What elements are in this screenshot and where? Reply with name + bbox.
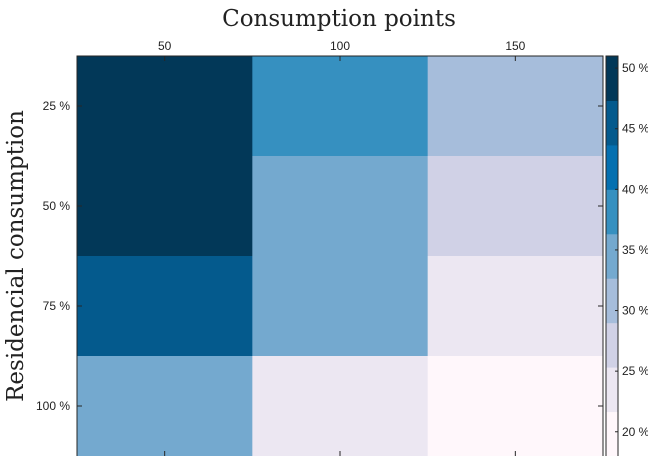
colorbar-segment [606, 56, 618, 101]
heatmap-cell [427, 56, 604, 157]
colorbar-segment [606, 233, 618, 279]
colorbar-tick-label: 20 % [622, 425, 648, 439]
x-tick-label: 150 [505, 39, 525, 53]
heatmap-cell [77, 56, 253, 157]
colorbar-segment [606, 100, 618, 146]
colorbar: 20 % 25 % 30 % 35 % 40 % 45 % 50 % [605, 55, 648, 456]
colorbar-segment [606, 367, 618, 413]
colorbar-tick-label: 25 % [622, 364, 648, 378]
colorbar-tick-label: 45 % [622, 122, 648, 136]
colorbar-tick-label: 35 % [622, 243, 648, 257]
colorbar-tick-label: 50 % [622, 61, 648, 75]
heatmap-cell [427, 156, 604, 257]
heatmap-cell [77, 256, 253, 357]
heatmap-cell [77, 356, 253, 456]
heatmap-cell [252, 56, 429, 157]
x-tick-label: 50 [158, 39, 172, 53]
colorbar-segment [606, 322, 618, 368]
colorbar-segment [606, 144, 618, 190]
y-tick-label: 25 % [43, 99, 71, 113]
heatmap-cell [427, 356, 604, 456]
heatmap-cells [77, 56, 604, 456]
y-tick-label: 75 % [43, 299, 71, 313]
y-tick-label: 50 % [43, 199, 71, 213]
colorbar-tick-label: 30 % [622, 304, 648, 318]
colorbar-segment [606, 411, 618, 456]
colorbar-tick-label: 40 % [622, 182, 648, 196]
x-tick-label: 100 [330, 39, 350, 53]
axes: 50 100 150 25 % 50 % 75 % 100 % [36, 39, 604, 456]
y-axis-label: Residencial consumption [3, 110, 29, 402]
heatmap-cell [252, 256, 429, 357]
chart-title: Consumption points [222, 6, 456, 32]
colorbar-segment [606, 189, 618, 235]
heatmap-cell [77, 156, 253, 257]
heatmap-cell [427, 256, 604, 357]
heatmap-cell [252, 156, 429, 257]
colorbar-segment [606, 278, 618, 324]
heatmap-cell [252, 356, 429, 456]
colorbar-frame [605, 55, 619, 456]
y-tick-label: 100 % [36, 399, 70, 413]
